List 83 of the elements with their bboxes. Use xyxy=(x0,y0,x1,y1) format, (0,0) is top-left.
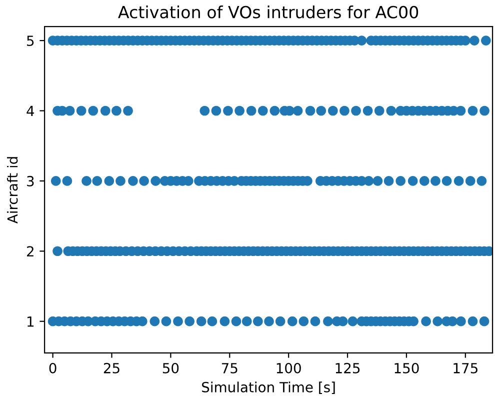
point xyxy=(112,106,122,116)
x-tick-label: 25 xyxy=(104,362,120,374)
point xyxy=(328,106,338,116)
point xyxy=(372,176,383,186)
y-tick-label: 4 xyxy=(26,106,34,116)
point xyxy=(128,176,138,186)
point xyxy=(231,316,242,326)
point xyxy=(150,176,161,186)
point xyxy=(430,176,440,186)
point xyxy=(310,316,320,326)
point xyxy=(384,176,394,186)
point xyxy=(442,176,452,186)
point xyxy=(396,176,406,186)
x-tick-label: 175 xyxy=(454,363,478,374)
point xyxy=(298,316,309,326)
point xyxy=(386,106,396,116)
point xyxy=(468,106,478,116)
point xyxy=(270,106,280,116)
point xyxy=(173,316,183,326)
point xyxy=(351,106,361,116)
point xyxy=(340,106,350,116)
y-tick-label: 2 xyxy=(27,246,34,256)
point xyxy=(92,176,102,186)
y-tick-label: 3 xyxy=(27,176,34,186)
point xyxy=(64,106,75,116)
point xyxy=(253,316,263,326)
point xyxy=(287,316,298,326)
point xyxy=(223,106,233,116)
point xyxy=(316,106,326,116)
point xyxy=(82,176,92,186)
point xyxy=(116,176,126,186)
y-tick-label: 1 xyxy=(28,316,34,327)
point xyxy=(76,106,86,116)
point xyxy=(196,316,206,326)
point xyxy=(62,176,72,186)
point xyxy=(100,106,110,116)
x-tick-label: 75 xyxy=(222,363,238,374)
point xyxy=(123,106,133,116)
point xyxy=(480,106,490,116)
point xyxy=(456,106,466,116)
point xyxy=(258,106,268,116)
chart-title: Activation of VOs intruders for AC00 xyxy=(118,6,418,18)
point xyxy=(465,176,476,186)
point xyxy=(220,316,230,326)
point xyxy=(476,176,487,186)
x-tick-label: 100 xyxy=(276,362,301,374)
point xyxy=(456,316,466,326)
point xyxy=(362,106,373,116)
x-tick-label: 50 xyxy=(162,362,179,374)
point xyxy=(292,106,303,116)
point xyxy=(211,106,222,116)
point xyxy=(454,176,464,186)
point xyxy=(479,316,490,326)
x-tick-label: 150 xyxy=(394,362,419,374)
point xyxy=(421,316,431,326)
point xyxy=(364,176,374,186)
point xyxy=(374,106,384,116)
point xyxy=(305,106,316,116)
point xyxy=(200,106,210,116)
point xyxy=(50,176,61,186)
x-tick-label: 0 xyxy=(49,362,56,374)
point xyxy=(348,316,358,326)
point xyxy=(161,316,172,326)
point xyxy=(275,316,286,326)
point xyxy=(468,316,478,326)
point xyxy=(323,316,333,326)
point xyxy=(234,106,244,116)
point xyxy=(408,176,418,186)
y-axis-title: Aircraft id xyxy=(6,157,18,224)
x-tick-label: 125 xyxy=(336,362,360,374)
point xyxy=(246,106,256,116)
point xyxy=(242,316,252,326)
point xyxy=(150,316,160,326)
point xyxy=(88,106,98,116)
point xyxy=(207,316,218,326)
x-axis-title: Simulation Time [s] xyxy=(202,382,335,394)
y-tick-label: 5 xyxy=(27,36,34,46)
point xyxy=(104,176,114,186)
point xyxy=(419,176,430,186)
point xyxy=(184,316,194,326)
point xyxy=(139,176,149,186)
point xyxy=(264,316,274,326)
point xyxy=(432,316,442,326)
